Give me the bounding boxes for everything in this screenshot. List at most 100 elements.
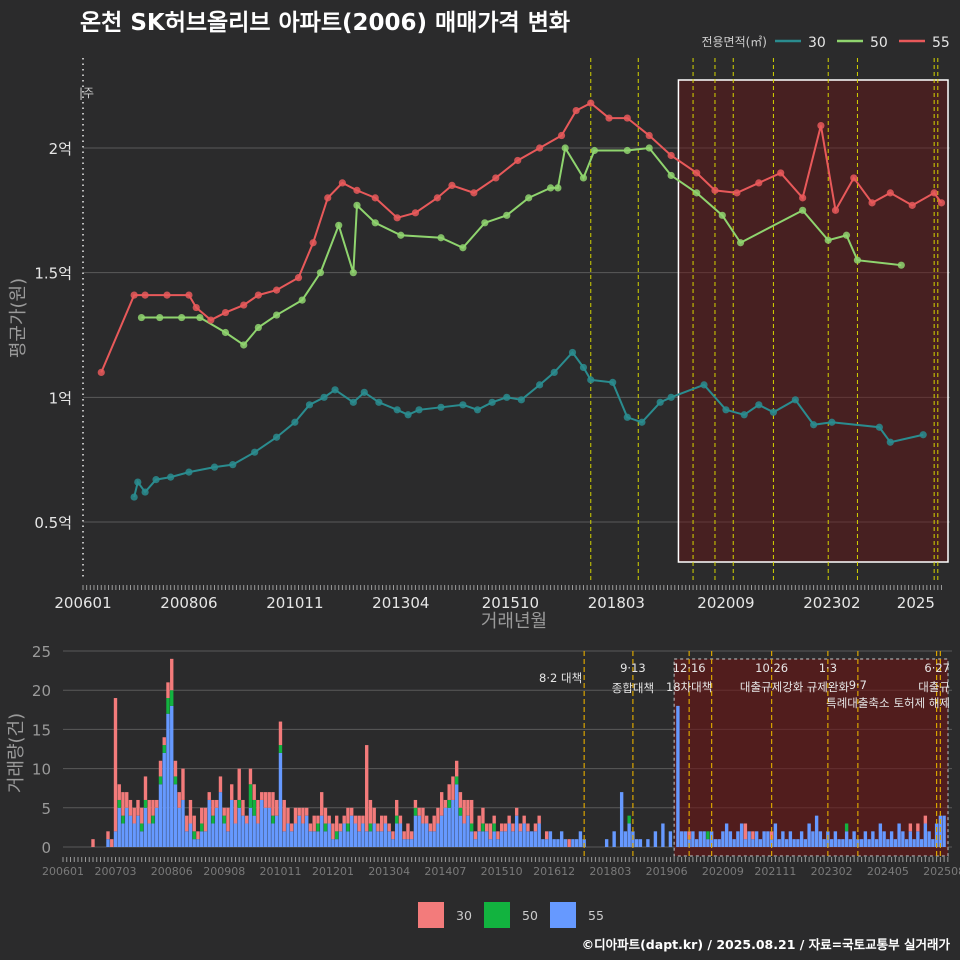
series-point-55: [411, 209, 420, 217]
volume-bar-55: [263, 807, 268, 847]
volume-bar-55: [612, 831, 616, 847]
volume-bar-30: [140, 807, 144, 824]
volume-bar-50: [469, 823, 474, 832]
volume-bar-55: [867, 839, 871, 847]
series-point-55: [623, 114, 631, 122]
volume-bar-55: [293, 823, 298, 847]
volume-bar-30: [323, 807, 328, 824]
volume-x-tick-label: 202508: [923, 865, 960, 878]
volume-bar-30: [293, 807, 298, 824]
volume-bar-55: [125, 807, 129, 847]
volume-bar-30: [526, 823, 530, 832]
volume-bar-55: [889, 831, 894, 847]
volume-bar-50: [237, 799, 241, 808]
volume-x-tick-label: 202405: [867, 865, 909, 878]
series-point-30: [667, 393, 675, 401]
series-point-30: [700, 381, 708, 389]
volume-y-axis-title: 거래량(건): [6, 713, 27, 793]
volume-bar-30: [158, 760, 163, 777]
volume-bar-55: [713, 839, 718, 847]
series-point-30: [791, 396, 799, 404]
volume-bar-55: [919, 839, 924, 847]
volume-bar-30: [320, 792, 324, 816]
volume-bar-55: [147, 823, 151, 847]
series-point-55: [514, 156, 522, 165]
volume-bar-30: [361, 815, 365, 824]
volume-bar-30: [338, 823, 343, 832]
series-point-30: [568, 348, 577, 357]
volume-bar-30: [91, 839, 95, 847]
volume-bar-30: [233, 799, 238, 824]
series-point-30: [349, 398, 357, 406]
series-point-50: [667, 171, 675, 180]
series-point-50: [842, 231, 851, 239]
volume-bar-55: [316, 831, 320, 847]
volume-bar-30: [215, 799, 219, 808]
series-point-50: [590, 146, 599, 155]
volume-bar-55: [544, 839, 549, 847]
volume-bar-50: [627, 815, 631, 824]
volume-bar-30: [222, 807, 226, 816]
volume-bar-55: [237, 807, 241, 847]
volume-panel: 0 5 10 15 20 25 8·2 대책 9·13 종합대책 12·16 18차대책 10·26 대…: [6, 643, 960, 878]
volume-bar-30: [162, 737, 166, 746]
volume-bar-55: [192, 839, 196, 847]
volume-bar-55: [882, 831, 886, 847]
volume-bar-30: [271, 792, 275, 816]
volume-bar-30: [342, 815, 346, 824]
series-point-55: [930, 189, 938, 197]
volume-bar-30: [567, 839, 571, 847]
series-point-55: [254, 291, 262, 299]
volume-bar-55: [248, 807, 253, 847]
volume-y-tick-label: 15: [32, 721, 51, 739]
volume-bar-30: [275, 799, 279, 816]
chart-title: 온천 SK허브올리브 아파트(2006) 매매가격 변화: [80, 10, 570, 36]
volume-bar-30: [155, 799, 159, 808]
volume-bar-55: [886, 839, 890, 847]
volume-bar-30: [312, 815, 316, 832]
volume-bar-50: [211, 815, 215, 824]
volume-bar-30: [451, 776, 455, 800]
volume-bar-30: [507, 815, 511, 824]
series-point-50: [824, 236, 832, 244]
volume-bar-55: [676, 705, 680, 847]
price-x-axis-title: 거래년월: [481, 611, 547, 632]
series-point-30: [875, 423, 883, 431]
volume-bar-55: [931, 839, 935, 847]
volume-bar-30: [492, 815, 496, 824]
volume-bar-50: [222, 815, 226, 824]
series-point-55: [605, 114, 613, 122]
volume-bar-55: [413, 815, 418, 847]
volume-bar-30: [503, 823, 508, 832]
annotation-9-13-date: 9·13: [620, 661, 646, 675]
volume-bar-30: [263, 792, 268, 808]
volume-bar-30: [458, 792, 463, 808]
volume-bar-55: [301, 823, 305, 847]
volume-bar-30: [230, 784, 234, 800]
volume-bar-55: [634, 839, 639, 847]
volume-bar-50: [346, 823, 350, 832]
series-point-55: [448, 181, 456, 189]
volume-bar-55: [121, 823, 125, 847]
volume-bar-55: [679, 831, 684, 847]
series-point-30: [210, 463, 219, 471]
price-x-tick-label: 200806: [160, 594, 217, 612]
volume-bar-30: [185, 815, 189, 832]
volume-bar-30: [439, 792, 444, 816]
series-point-50: [397, 231, 405, 239]
volume-bar-55: [574, 839, 579, 847]
series-point-50: [645, 144, 653, 152]
series-point-55: [130, 291, 138, 299]
volume-bar-55: [717, 839, 721, 847]
volume-bar-55: [252, 815, 256, 847]
volume-bar-55: [132, 823, 136, 847]
series-point-55: [371, 194, 379, 202]
price-corner-label: |주: [79, 86, 94, 100]
volume-bar-50: [368, 823, 373, 832]
volume-bar-50: [170, 690, 174, 706]
volume-bar-55: [736, 831, 740, 847]
volume-bar-30: [282, 799, 286, 832]
volume-bar-30: [402, 831, 406, 840]
volume-bar-30: [544, 831, 549, 840]
volume-bar-55: [871, 831, 875, 847]
